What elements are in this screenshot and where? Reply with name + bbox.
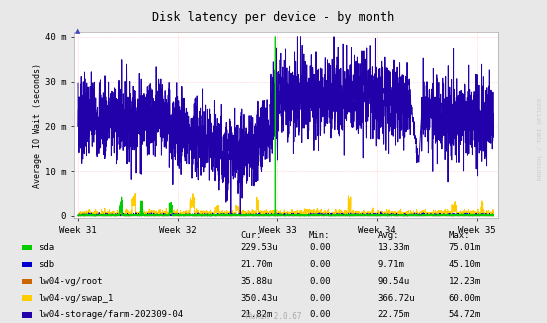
Text: 21.82m: 21.82m: [241, 310, 273, 319]
Text: 22.75m: 22.75m: [377, 310, 410, 319]
Text: 0.00: 0.00: [309, 277, 330, 286]
Text: 366.72u: 366.72u: [377, 294, 415, 303]
Text: lw04-vg/swap_1: lw04-vg/swap_1: [38, 294, 114, 303]
Text: 35.88u: 35.88u: [241, 277, 273, 286]
Text: 60.00m: 60.00m: [449, 294, 481, 303]
Text: 54.72m: 54.72m: [449, 310, 481, 319]
Text: Avg:: Avg:: [377, 231, 399, 240]
Text: sda: sda: [38, 243, 54, 252]
Text: 45.10m: 45.10m: [449, 260, 481, 269]
Text: Cur:: Cur:: [241, 231, 262, 240]
Text: 0.00: 0.00: [309, 310, 330, 319]
Text: 21.70m: 21.70m: [241, 260, 273, 269]
Text: 75.01m: 75.01m: [449, 243, 481, 252]
Text: Munin 2.0.67: Munin 2.0.67: [246, 312, 301, 321]
Text: lw04-vg/root: lw04-vg/root: [38, 277, 103, 286]
Text: sdb: sdb: [38, 260, 54, 269]
Text: Max:: Max:: [449, 231, 470, 240]
Text: 0.00: 0.00: [309, 243, 330, 252]
Text: 229.53u: 229.53u: [241, 243, 278, 252]
Text: 0.00: 0.00: [309, 294, 330, 303]
Text: 9.71m: 9.71m: [377, 260, 404, 269]
Text: 0.00: 0.00: [309, 260, 330, 269]
Text: Disk latency per device - by month: Disk latency per device - by month: [153, 11, 394, 24]
Text: ▲: ▲: [75, 28, 81, 35]
Text: lw04-storage/farm-202309-04: lw04-storage/farm-202309-04: [38, 310, 183, 319]
Text: 90.54u: 90.54u: [377, 277, 410, 286]
Text: RRDTOOL / TOBI OETIKER: RRDTOOL / TOBI OETIKER: [538, 98, 543, 180]
Text: 350.43u: 350.43u: [241, 294, 278, 303]
Text: 12.23m: 12.23m: [449, 277, 481, 286]
Text: Min:: Min:: [309, 231, 330, 240]
Y-axis label: Average IO Wait (seconds): Average IO Wait (seconds): [33, 63, 42, 188]
Text: 13.33m: 13.33m: [377, 243, 410, 252]
